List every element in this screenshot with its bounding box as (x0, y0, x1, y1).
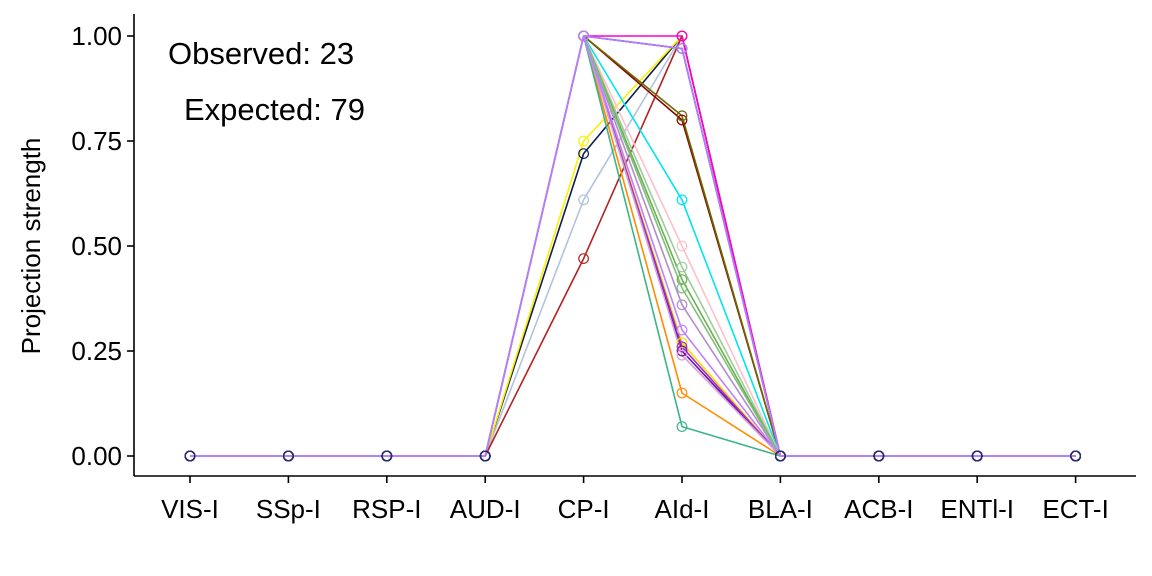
y-tick-label: 0.50 (71, 231, 122, 261)
x-tick-label: ECT-I (1042, 494, 1108, 524)
data-point (578, 253, 589, 265)
y-tick-label: 1.00 (71, 21, 122, 51)
expected-annotation: Expected: 79 (184, 92, 365, 127)
data-point (676, 324, 688, 336)
data-point (676, 345, 688, 357)
y-ticks: 0.00 0.25 0.50 0.75 1.00 (71, 21, 134, 471)
data-point (676, 240, 688, 252)
y-axis-title: Projection strength (16, 138, 46, 355)
data-point (184, 450, 196, 462)
series-layer (190, 35, 1076, 457)
x-tick-label: AId-I (655, 494, 710, 524)
data-point (1070, 450, 1081, 462)
data-point (676, 299, 688, 311)
x-tick-label: ACB-I (844, 494, 913, 524)
x-tick-label: SSp-I (256, 494, 321, 524)
points-layer (184, 30, 1081, 462)
data-point (578, 30, 589, 42)
data-point (676, 261, 688, 273)
data-point (676, 341, 688, 353)
series-line (190, 35, 1076, 457)
data-point (676, 349, 688, 361)
x-tick-label: CP-I (558, 494, 610, 524)
data-point (479, 450, 491, 462)
data-point (775, 450, 786, 462)
y-tick-label: 0.75 (71, 126, 122, 156)
x-ticks: VIS-I SSp-I RSP-I AUD-I CP-I AId-I BLA-I ACB-I E… (161, 476, 1109, 524)
data-point (676, 337, 688, 349)
data-point (676, 421, 688, 433)
x-tick-label: VIS-I (161, 494, 219, 524)
observed-annotation: Observed: 23 (168, 36, 354, 71)
x-tick-label: ENTl-I (940, 494, 1014, 524)
data-point (676, 43, 688, 54)
data-point (676, 282, 688, 294)
x-tick-label: AUD-I (450, 494, 521, 524)
data-point (971, 450, 983, 462)
x-tick-label: RSP-I (352, 494, 421, 524)
data-point (676, 30, 688, 42)
y-tick-label: 0.00 (71, 441, 122, 471)
data-point (578, 135, 589, 147)
data-point (676, 110, 688, 122)
data-point (283, 450, 294, 462)
data-point (676, 194, 688, 206)
data-point (578, 194, 589, 206)
data-point (381, 450, 393, 462)
data-point (676, 114, 688, 126)
data-point (873, 450, 885, 462)
x-tick-label: BLA-I (748, 494, 813, 524)
data-point (676, 274, 688, 286)
data-point (676, 387, 688, 399)
y-tick-label: 0.25 (71, 336, 122, 366)
data-point (578, 148, 589, 160)
